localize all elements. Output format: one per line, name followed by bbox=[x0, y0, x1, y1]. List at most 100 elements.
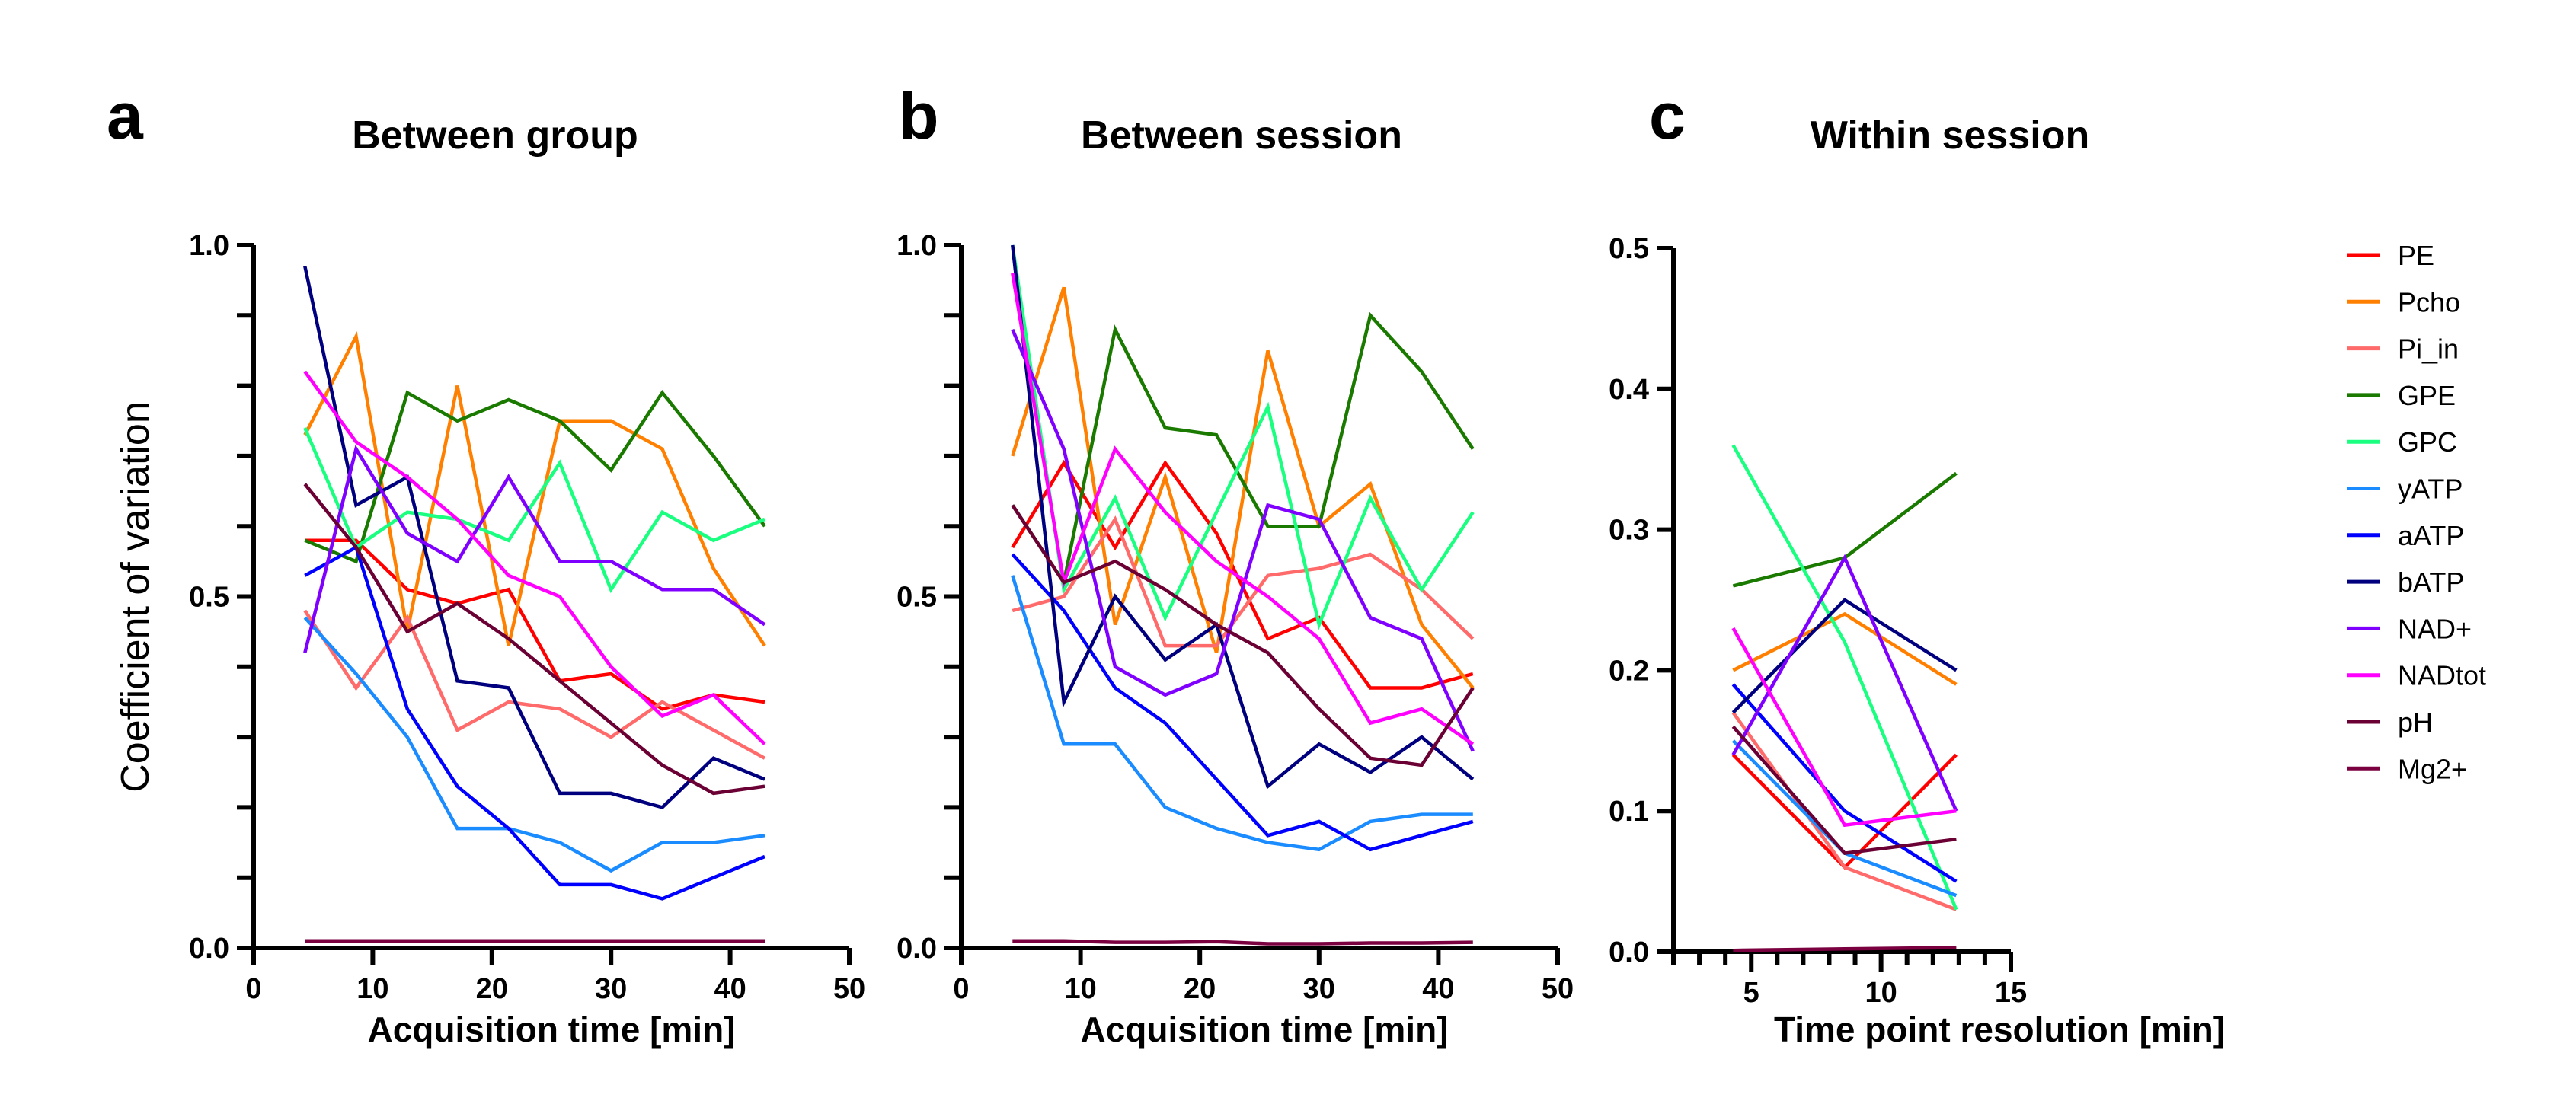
series-line-gpc bbox=[1011, 244, 1475, 630]
panel-a-x-axis-label: Acquisition time [min] bbox=[368, 1010, 736, 1049]
x-tick-label: 10 bbox=[356, 973, 388, 1005]
x-tick-label: 50 bbox=[1542, 973, 1574, 1005]
legend-item: PE bbox=[2347, 240, 2434, 271]
x-tick-label: 50 bbox=[833, 973, 865, 1005]
series-line-yatp bbox=[1011, 575, 1473, 852]
legend-item: NADtot bbox=[2347, 660, 2486, 691]
legend-label: bATP bbox=[2398, 566, 2464, 598]
series-line-mg2- bbox=[1733, 946, 1957, 952]
legend-item: bATP bbox=[2347, 566, 2464, 598]
series-line-ph bbox=[1731, 725, 1957, 855]
legend: PE Pcho Pi_in GPE GPC yATP aATP bATP NAD+ NADtot p… bbox=[2347, 240, 2486, 784]
legend-label: GPE bbox=[2398, 380, 2456, 411]
y-tick-label: 0.5 bbox=[896, 582, 937, 614]
series-line-pi-in bbox=[303, 609, 766, 760]
series-line-mg2- bbox=[1012, 939, 1473, 946]
panel-letter-b: b bbox=[899, 80, 939, 153]
series-line-pcho bbox=[1732, 611, 1958, 686]
panel-b-lines bbox=[1011, 244, 1475, 946]
series-line-nad- bbox=[1011, 328, 1475, 752]
panel-c-lines bbox=[1731, 444, 1958, 952]
legend-item: Pcho bbox=[2347, 286, 2460, 317]
y-tick-label: 0.4 bbox=[1609, 374, 1649, 406]
y-tick-label: 1.0 bbox=[896, 230, 937, 262]
panel-b-x-axis-label: Acquisition time [min] bbox=[1081, 1010, 1449, 1049]
legend-item: Pi_in bbox=[2347, 333, 2459, 365]
y-tick-label: 0.0 bbox=[896, 933, 937, 965]
legend-label: GPC bbox=[2398, 426, 2457, 458]
series-line-nad- bbox=[303, 444, 766, 653]
series-line-gpe bbox=[1011, 311, 1475, 587]
panel-a-axes: 0.0 0.5 1.0 0 10 20 30 40 50 bbox=[189, 230, 865, 1005]
series-line-gpc bbox=[1731, 444, 1958, 911]
x-tick-label: 10 bbox=[1064, 973, 1096, 1005]
panel-b: b Between session Acquisition time [min]… bbox=[896, 80, 1574, 1049]
panel-c-x-axis-label: Time point resolution [min] bbox=[1774, 1010, 2225, 1049]
legend-item: pH bbox=[2347, 707, 2433, 738]
x-tick-label: 0 bbox=[953, 973, 969, 1005]
x-tick-label: 30 bbox=[1303, 973, 1335, 1005]
series-line-nad- bbox=[1731, 554, 1958, 812]
x-tick-label: 30 bbox=[595, 973, 627, 1005]
series-line-pi-in bbox=[1731, 711, 1958, 911]
panel-c-axes: 0.0 0.1 0.2 0.3 0.4 0.5 5 10 15 bbox=[1609, 233, 2027, 1009]
legend-label: pH bbox=[2398, 707, 2433, 738]
series-line-aatp bbox=[304, 544, 765, 901]
legend-label: Mg2+ bbox=[2398, 753, 2467, 784]
series-line-batp bbox=[1011, 244, 1475, 790]
legend-item: yATP bbox=[2347, 474, 2463, 505]
legend-item: Mg2+ bbox=[2347, 753, 2467, 784]
series-line-nadtot bbox=[1731, 627, 1957, 828]
panel-letter-c: c bbox=[1649, 80, 1686, 153]
x-tick-label: 40 bbox=[1422, 973, 1454, 1005]
x-tick-label: 20 bbox=[1184, 973, 1216, 1005]
series-line-pcho bbox=[303, 331, 766, 647]
series-line-batp bbox=[1731, 598, 1958, 714]
y-tick-label: 0.2 bbox=[1609, 655, 1649, 687]
series-line-gpe bbox=[304, 389, 766, 564]
series-line-aatp bbox=[1731, 683, 1958, 883]
series-line-yatp bbox=[303, 616, 765, 873]
y-tick-label: 0.0 bbox=[189, 933, 229, 965]
panel-a: a Between group Coefficient of variation… bbox=[107, 80, 865, 1049]
legend-label: aATP bbox=[2398, 520, 2464, 551]
panel-a-lines bbox=[303, 266, 766, 943]
legend-item: GPE bbox=[2347, 380, 2456, 411]
x-tick-label: 40 bbox=[714, 973, 746, 1005]
series-line-nadtot bbox=[303, 370, 766, 745]
panel-b-axes: 0.0 0.5 1.0 0 10 20 30 40 50 bbox=[896, 230, 1574, 1005]
panel-b-title: Between session bbox=[1081, 113, 1402, 158]
legend-item: aATP bbox=[2347, 520, 2464, 551]
series-line-nadtot bbox=[1011, 273, 1475, 746]
x-tick-label: 10 bbox=[1865, 977, 1897, 1009]
x-tick-label: 15 bbox=[1995, 977, 2027, 1009]
legend-label: NAD+ bbox=[2398, 613, 2472, 644]
panel-c: c Within session Time point resolution [… bbox=[1609, 80, 2225, 1049]
y-tick-label: 0.1 bbox=[1609, 796, 1649, 828]
panel-letter-a: a bbox=[107, 80, 144, 153]
panel-a-title: Between group bbox=[352, 113, 638, 158]
legend-label: yATP bbox=[2398, 474, 2463, 505]
y-tick-label: 0.0 bbox=[1609, 937, 1649, 968]
series-line-ph bbox=[1011, 504, 1475, 767]
legend-label: Pcho bbox=[2398, 286, 2460, 317]
y-tick-label: 0.3 bbox=[1609, 515, 1649, 547]
legend-label: Pi_in bbox=[2398, 333, 2459, 365]
y-tick-label: 0.5 bbox=[189, 582, 229, 614]
legend-label: PE bbox=[2398, 240, 2434, 271]
y-tick-label: 0.5 bbox=[1609, 233, 1649, 265]
series-line-gpe bbox=[1732, 471, 1958, 588]
legend-item: GPC bbox=[2347, 426, 2457, 458]
legend-item: NAD+ bbox=[2347, 613, 2472, 644]
y-axis-label: Coefficient of variation bbox=[113, 401, 158, 793]
series-line-ph bbox=[303, 483, 765, 796]
series-line-gpc bbox=[303, 427, 765, 594]
series-line-pe bbox=[305, 538, 765, 711]
x-tick-label: 5 bbox=[1743, 977, 1759, 1009]
x-tick-label: 20 bbox=[476, 973, 508, 1005]
panel-c-title: Within session bbox=[1811, 113, 2089, 158]
y-tick-label: 1.0 bbox=[189, 230, 229, 262]
legend-label: NADtot bbox=[2398, 660, 2486, 691]
x-tick-label: 0 bbox=[245, 973, 261, 1005]
